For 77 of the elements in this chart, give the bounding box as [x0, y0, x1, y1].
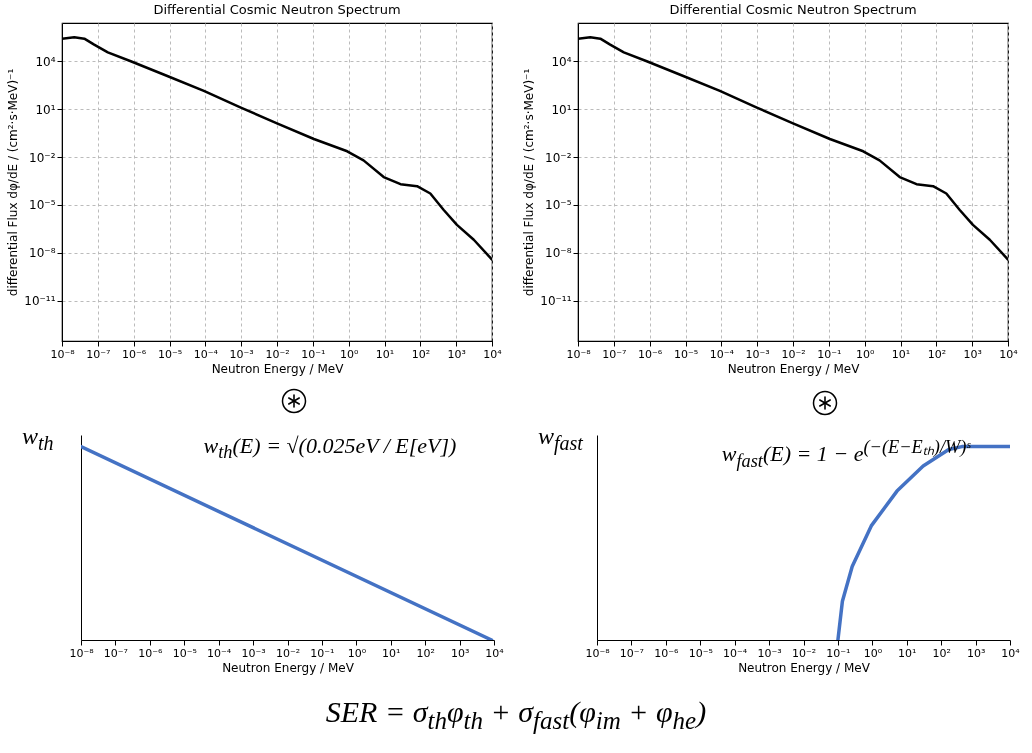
x-tick-label: 10⁻²	[781, 347, 806, 361]
x-tick-label: 10⁻⁵	[688, 646, 713, 660]
x-tick-label: 10¹	[891, 347, 911, 361]
x-tick-label: 10⁻⁵	[673, 347, 699, 361]
x-tick-label: 10⁻³	[229, 347, 254, 361]
x-tick-label: 10⁻⁸	[585, 646, 611, 660]
y-tick-label: 10⁻⁸	[545, 246, 572, 261]
y-axis-title: differential Flux dφ/dE / (cm²·s·MeV)⁻¹	[6, 68, 21, 297]
x-tick-label: 10⁰	[347, 646, 367, 660]
x-tick-label: 10⁻⁷	[86, 347, 111, 361]
x-tick-label: 10⁻²	[791, 646, 817, 660]
x-tick-label: 10⁻⁷	[619, 646, 645, 660]
y-tick-label: 10⁴	[551, 54, 572, 69]
x-tick-label: 10⁻³	[745, 347, 770, 361]
annotation: w$_{fast}$(E) = 1 − e$^{(−(E−Eₜₕ)/W)ˢ}$	[721, 436, 971, 472]
x-tick-label: 10⁻⁵	[172, 646, 197, 660]
y-tick-label: 10¹	[551, 102, 572, 117]
x-tick-label: 10²	[411, 347, 431, 361]
x-tick-label: 10⁻⁸	[50, 347, 76, 361]
x-tick-label: 10⁻²	[275, 646, 301, 660]
y-tick-label: 10⁴	[35, 54, 56, 69]
x-tick-label: 10²	[932, 646, 951, 660]
x-tick-label: 10⁻⁴	[723, 646, 748, 660]
x-tick-label: 10¹	[382, 646, 401, 660]
x-tick-label: 10³	[447, 347, 466, 361]
x-tick-label: 10⁻⁴	[709, 347, 735, 361]
x-tick-label: 10³	[450, 646, 470, 660]
x-axis-title: Neutron Energy / MeV	[211, 361, 345, 376]
x-tick-label: 10⁻³	[241, 646, 266, 660]
y-tick-label: 10⁻⁵	[545, 198, 572, 213]
x-axis-title: Neutron Energy / MeV	[727, 361, 861, 376]
x-tick-label: 10³	[963, 347, 982, 361]
y-axis-title: w$_{fast}$	[538, 423, 583, 455]
x-tick-label: 10⁰	[863, 646, 883, 660]
x-tick-label: 10²	[416, 646, 435, 660]
x-tick-label: 10⁻⁷	[103, 646, 129, 660]
x-tick-label: 10³	[966, 646, 986, 660]
x-tick-label: 10⁻⁴	[193, 347, 219, 361]
y-axis-title: differential Flux dφ/dE / (cm²·s·MeV)⁻¹	[522, 68, 537, 297]
x-tick-label: 10⁰	[339, 347, 359, 361]
y-tick-label: 10⁻²	[29, 150, 56, 165]
x-tick-label: 10⁻⁶	[122, 347, 147, 361]
x-axis-title: Neutron Energy / MeV	[222, 660, 355, 675]
x-tick-label: 10⁻¹	[817, 347, 842, 361]
chart-title: Differential Cosmic Neutron Spectrum	[153, 2, 401, 17]
x-tick-label: 10¹	[898, 646, 917, 660]
x-tick-label: 10¹	[375, 347, 395, 361]
x-tick-label: 10⁰	[855, 347, 875, 361]
x-tick-label: 10⁻³	[757, 646, 782, 660]
x-tick-label: 10⁻⁶	[138, 646, 164, 660]
x-tick-label: 10⁻⁶	[654, 646, 680, 660]
x-tick-label: 10⁻⁴	[207, 646, 232, 660]
x-tick-label: 10⁴	[483, 347, 503, 361]
y-tick-label: 10⁻⁵	[29, 198, 56, 213]
x-tick-label: 10⁻¹	[301, 347, 326, 361]
x-tick-label: 10⁻⁸	[69, 646, 95, 660]
x-tick-label: 10⁴	[485, 646, 505, 660]
x-tick-label: 10⁻⁷	[602, 347, 627, 361]
x-tick-label: 10⁴	[999, 347, 1019, 361]
text: SER = σ$_{th}$φ$_{th}$ + σ$_{fast}$(φ$_{im}$ + φ$_{he}$)	[325, 695, 707, 734]
x-axis-title: Neutron Energy / MeV	[738, 660, 871, 675]
x-tick-label: 10⁻²	[265, 347, 290, 361]
annotation: w$_{th}$(E) = √(0.025eV / E[eV])	[203, 433, 457, 464]
x-tick-label: 10⁻¹	[310, 646, 335, 660]
y-tick-label: 10⁻²	[545, 150, 572, 165]
y-tick-label: 10⁻¹¹	[24, 294, 56, 309]
y-tick-label: 10⁻¹¹	[540, 294, 572, 309]
y-axis-title: w$_{th}$	[22, 423, 54, 455]
x-tick-label: 10⁴	[1001, 646, 1021, 660]
x-tick-label: 10⁻⁸	[566, 347, 592, 361]
x-tick-label: 10⁻¹	[826, 646, 851, 660]
chart-title: Differential Cosmic Neutron Spectrum	[669, 2, 917, 17]
x-tick-label: 10⁻⁶	[638, 347, 663, 361]
x-tick-label: 10²	[927, 347, 947, 361]
y-tick-label: 10¹	[35, 102, 56, 117]
y-tick-label: 10⁻⁸	[29, 246, 56, 261]
x-tick-label: 10⁻⁵	[157, 347, 183, 361]
